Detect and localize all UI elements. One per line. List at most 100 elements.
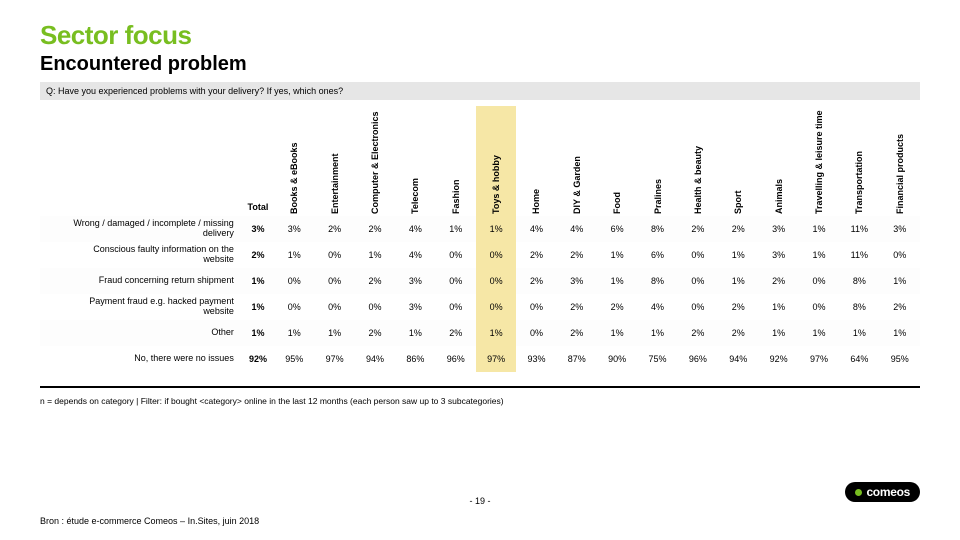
data-cell: 93% [516, 346, 556, 372]
table-row: Other1%1%1%2%1%2%1%0%2%1%1%2%2%1%1%1%1% [40, 320, 920, 346]
data-cell: 90% [597, 346, 637, 372]
data-cell: 1% [274, 242, 314, 268]
data-cell: 8% [637, 268, 677, 294]
data-cell: 0% [355, 294, 395, 320]
table-row: No, there were no issues92%95%97%94%86%9… [40, 346, 920, 372]
total-cell: 3% [242, 216, 274, 242]
data-cell: 0% [314, 294, 354, 320]
data-cell: 1% [758, 320, 798, 346]
row-label: Payment fraud e.g. hacked paymentwebsite [40, 294, 242, 320]
source-text: Bron : étude e-commerce Comeos – In.Site… [40, 516, 259, 526]
row-label: No, there were no issues [40, 346, 242, 372]
column-header: Food [597, 106, 637, 216]
data-cell: 3% [395, 294, 435, 320]
data-cell: 1% [355, 242, 395, 268]
data-cell: 0% [314, 268, 354, 294]
column-header: Entertainment [314, 106, 354, 216]
total-cell: 92% [242, 346, 274, 372]
column-header: Telecom [395, 106, 435, 216]
data-cell: 0% [274, 268, 314, 294]
question-bar: Q: Have you experienced problems with yo… [40, 82, 920, 100]
data-cell: 0% [516, 294, 556, 320]
data-cell: 0% [799, 294, 839, 320]
data-cell: 11% [839, 242, 879, 268]
total-cell: 1% [242, 294, 274, 320]
data-cell: 0% [799, 268, 839, 294]
column-header: Toys & hobby [476, 106, 516, 216]
data-cell: 97% [799, 346, 839, 372]
data-cell: 1% [880, 268, 921, 294]
data-cell: 2% [436, 320, 476, 346]
data-cell: 1% [436, 216, 476, 242]
data-cell: 2% [557, 320, 597, 346]
data-cell: 2% [880, 294, 921, 320]
data-cell: 86% [395, 346, 435, 372]
row-label: Wrong / damaged / incomplete / missingde… [40, 216, 242, 242]
column-header-total: Total [242, 106, 274, 216]
data-cell: 0% [274, 294, 314, 320]
data-cell: 1% [839, 320, 879, 346]
data-cell: 1% [799, 320, 839, 346]
data-cell: 3% [557, 268, 597, 294]
data-cell: 2% [557, 294, 597, 320]
column-header: Health & beauty [678, 106, 718, 216]
data-cell: 1% [597, 268, 637, 294]
table-row: Payment fraud e.g. hacked paymentwebsite… [40, 294, 920, 320]
data-cell: 0% [678, 242, 718, 268]
data-cell: 0% [678, 268, 718, 294]
data-cell: 2% [355, 268, 395, 294]
page-number: - 19 - [0, 496, 960, 506]
column-header: Books & eBooks [274, 106, 314, 216]
logo: comeos [845, 482, 920, 502]
data-cell: 64% [839, 346, 879, 372]
data-cell: 1% [637, 320, 677, 346]
data-cell: 2% [516, 268, 556, 294]
table-row: Conscious faulty information on thewebsi… [40, 242, 920, 268]
data-cell: 1% [718, 268, 758, 294]
data-cell: 0% [476, 242, 516, 268]
data-cell: 97% [476, 346, 516, 372]
footnote: n = depends on category | Filter: if bou… [40, 396, 920, 406]
data-cell: 2% [678, 216, 718, 242]
data-cell: 8% [637, 216, 677, 242]
data-cell: 0% [678, 294, 718, 320]
data-cell: 4% [637, 294, 677, 320]
data-cell: 75% [637, 346, 677, 372]
table-row: Wrong / damaged / incomplete / missingde… [40, 216, 920, 242]
data-cell: 3% [758, 216, 798, 242]
data-cell: 94% [355, 346, 395, 372]
data-cell: 6% [637, 242, 677, 268]
data-cell: 96% [436, 346, 476, 372]
data-cell: 94% [718, 346, 758, 372]
data-cell: 1% [758, 294, 798, 320]
column-header-blank [40, 106, 242, 216]
total-cell: 2% [242, 242, 274, 268]
data-cell: 1% [314, 320, 354, 346]
data-cell: 2% [718, 294, 758, 320]
data-cell: 0% [476, 268, 516, 294]
data-cell: 2% [718, 216, 758, 242]
data-cell: 0% [436, 268, 476, 294]
data-cell: 8% [839, 268, 879, 294]
data-cell: 2% [718, 320, 758, 346]
row-label: Fraud concerning return shipment [40, 268, 242, 294]
data-cell: 97% [314, 346, 354, 372]
page-subtitle: Encountered problem [40, 53, 920, 76]
data-cell: 92% [758, 346, 798, 372]
data-cell: 4% [516, 216, 556, 242]
data-cell: 3% [395, 268, 435, 294]
data-cell: 95% [274, 346, 314, 372]
data-cell: 4% [557, 216, 597, 242]
data-cell: 8% [839, 294, 879, 320]
data-cell: 95% [880, 346, 921, 372]
data-cell: 0% [314, 242, 354, 268]
data-cell: 0% [516, 320, 556, 346]
column-header: Transportation [839, 106, 879, 216]
row-label: Conscious faulty information on thewebsi… [40, 242, 242, 268]
divider [40, 386, 920, 388]
data-cell: 0% [880, 242, 921, 268]
total-cell: 1% [242, 320, 274, 346]
table-row: Fraud concerning return shipment1%0%0%2%… [40, 268, 920, 294]
data-cell: 11% [839, 216, 879, 242]
data-cell: 2% [355, 320, 395, 346]
